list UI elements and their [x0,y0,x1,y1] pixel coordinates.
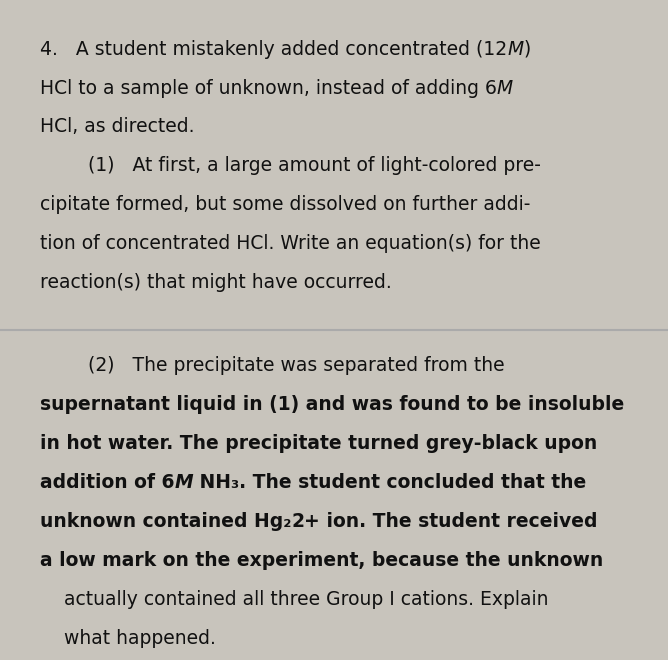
Text: supernatant liquid in (1) and was found to be insoluble: supernatant liquid in (1) and was found … [40,395,625,414]
Text: unknown contained Hg₂: unknown contained Hg₂ [40,512,291,531]
Text: addition of 6: addition of 6 [40,473,174,492]
Text: (2)   The precipitate was separated from the: (2) The precipitate was separated from t… [40,356,505,376]
Text: NH₃. The student concluded that the: NH₃. The student concluded that the [193,473,587,492]
Text: M: M [507,40,523,59]
Text: (1)   At first, a large amount of light-colored pre-: (1) At first, a large amount of light-co… [40,156,541,176]
Text: what happened.: what happened. [40,629,216,648]
Text: HCl, as directed.: HCl, as directed. [40,117,194,137]
Text: 2+: 2+ [291,512,320,531]
Text: in hot water. The precipitate turned grey-black upon: in hot water. The precipitate turned gre… [40,434,597,453]
Text: M: M [497,79,513,98]
Text: a low mark on the experiment, because the unknown: a low mark on the experiment, because th… [40,551,603,570]
Text: ): ) [523,40,530,59]
Text: HCl to a sample of unknown, instead of adding 6: HCl to a sample of unknown, instead of a… [40,79,497,98]
Text: M: M [174,473,193,492]
Text: actually contained all three Group I cations. Explain: actually contained all three Group I cat… [40,590,548,609]
Text: 4.   A student mistakenly added concentrated (12: 4. A student mistakenly added concentrat… [40,40,507,59]
Text: ion. The student received: ion. The student received [320,512,598,531]
Text: cipitate formed, but some dissolved on further addi-: cipitate formed, but some dissolved on f… [40,195,530,214]
Text: reaction(s) that might have occurred.: reaction(s) that might have occurred. [40,273,392,292]
Text: tion of concentrated HCl. Write an equation(s) for the: tion of concentrated HCl. Write an equat… [40,234,541,253]
